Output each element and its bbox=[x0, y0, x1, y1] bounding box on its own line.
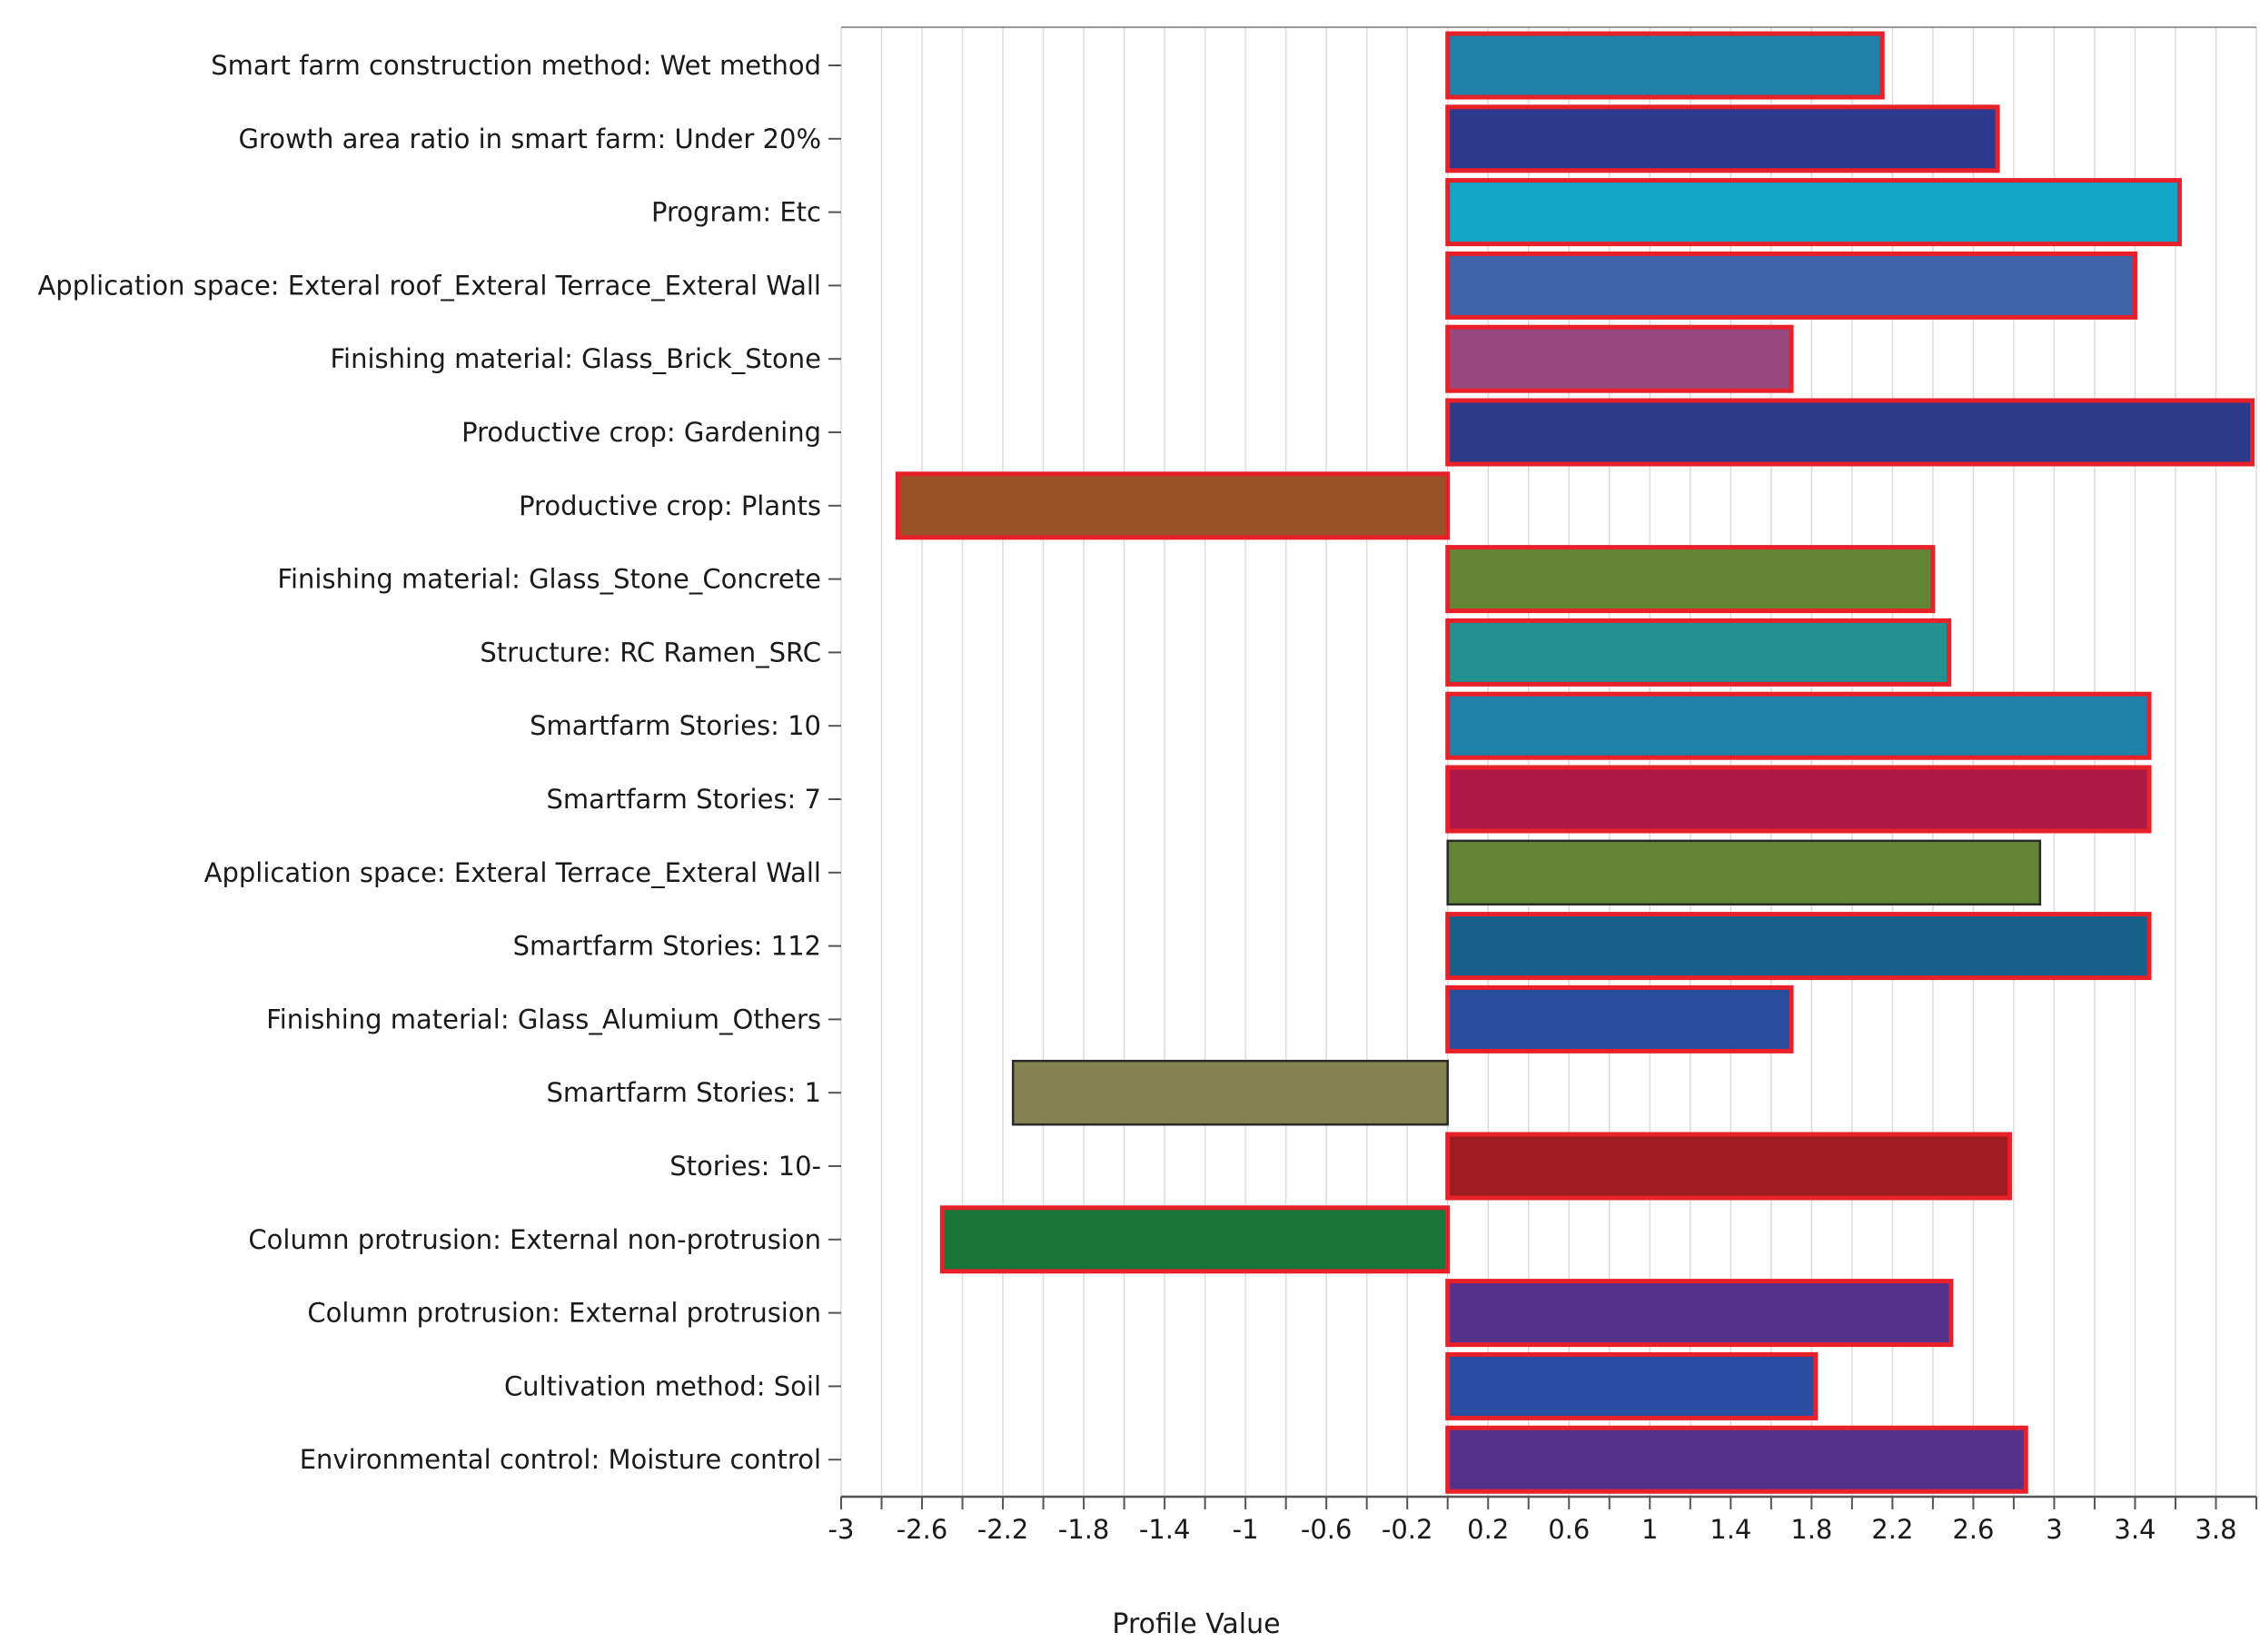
bar bbox=[1446, 839, 2042, 906]
category-label: Finishing material: Glass_Alumium_Others bbox=[266, 1004, 821, 1034]
x-tick-label: 3.8 bbox=[2195, 1514, 2236, 1545]
category-label: Smartfarm Stories: 10 bbox=[530, 710, 821, 741]
x-tick-label: 1.4 bbox=[1710, 1514, 1751, 1545]
category-label: Finishing material: Glass_Brick_Stone bbox=[330, 343, 821, 374]
bar bbox=[1011, 1059, 1449, 1126]
bar bbox=[895, 471, 1451, 540]
category-label: Smartfarm Stories: 112 bbox=[513, 931, 821, 962]
bar bbox=[1445, 1351, 1819, 1420]
x-axis-title: Profile Value bbox=[1112, 1608, 1280, 1640]
category-label: Growth area ratio in smart farm: Under 2… bbox=[238, 124, 821, 154]
bar bbox=[1445, 765, 2152, 834]
bar bbox=[939, 1205, 1451, 1274]
x-tick-label: -2.2 bbox=[977, 1514, 1029, 1545]
bar bbox=[1445, 1279, 1954, 1348]
category-label: Productive crop: Gardening bbox=[461, 417, 821, 448]
grid bbox=[840, 27, 2257, 1497]
category-label: Finishing material: Glass_Stone_Concrete bbox=[277, 564, 821, 595]
category-label: Smart farm construction method: Wet meth… bbox=[211, 50, 821, 81]
category-label: Productive crop: Plants bbox=[519, 490, 821, 521]
x-tick-label: 0.6 bbox=[1548, 1514, 1590, 1545]
bar bbox=[1445, 691, 2152, 760]
bar bbox=[1445, 984, 1794, 1054]
x-tick-label: 1 bbox=[1641, 1514, 1658, 1545]
bars bbox=[895, 31, 2255, 1494]
x-tick-label: -1 bbox=[1233, 1514, 1259, 1545]
x-tick-label: 0.2 bbox=[1467, 1514, 1509, 1545]
x-tick-label: -1.8 bbox=[1058, 1514, 1110, 1545]
bar bbox=[1445, 912, 2152, 981]
x-tick-label: -3 bbox=[828, 1514, 855, 1545]
bar bbox=[1445, 545, 1936, 614]
category-label: Smartfarm Stories: 7 bbox=[547, 784, 821, 815]
x-tick-label: -1.4 bbox=[1139, 1514, 1191, 1545]
x-tick-label: 2.6 bbox=[1952, 1514, 1994, 1545]
bar bbox=[1445, 251, 2137, 320]
x-tick-label: 3 bbox=[2046, 1514, 2062, 1545]
x-tick-label: 1.8 bbox=[1790, 1514, 1832, 1545]
category-labels: Smart farm construction method: Wet meth… bbox=[37, 50, 841, 1475]
x-axis: -3 -2.6 -2.2 -1.8 -1.4 -1 -0.6 -0.2 0.2 0.6 1 1.4 1.… bbox=[828, 1495, 2257, 1545]
bar bbox=[1445, 178, 2182, 247]
x-tick-label: 2.2 bbox=[1871, 1514, 1913, 1545]
bar bbox=[1445, 324, 1794, 393]
x-tick-label: -0.2 bbox=[1382, 1514, 1433, 1545]
category-label: Smartfarm Stories: 1 bbox=[547, 1077, 821, 1108]
category-label: Program: Etc bbox=[651, 197, 821, 228]
category-label: Application space: Exteral roof_Exteral … bbox=[37, 270, 821, 301]
x-tick-label: -2.6 bbox=[897, 1514, 948, 1545]
bar bbox=[1445, 31, 1885, 100]
category-label: Column protrusion: External protrusion bbox=[307, 1298, 821, 1329]
category-label: Application space: Exteral Terrace_Exter… bbox=[204, 857, 821, 888]
bar bbox=[1445, 618, 1952, 687]
category-label: Stories: 10- bbox=[669, 1151, 821, 1182]
category-label: Structure: RC Ramen_SRC bbox=[480, 637, 821, 668]
bar bbox=[1445, 104, 2000, 173]
bar bbox=[1445, 1132, 2012, 1201]
bar bbox=[1445, 1425, 2028, 1494]
x-tick-label: -0.6 bbox=[1301, 1514, 1353, 1545]
category-label: Cultivation method: Soil bbox=[504, 1370, 821, 1401]
bar bbox=[1445, 398, 2255, 467]
x-tick-label: 3.4 bbox=[2114, 1514, 2156, 1545]
category-label: Environmental control: Moisture control bbox=[300, 1444, 821, 1475]
category-label: Column protrusion: External non-protrusi… bbox=[248, 1224, 821, 1255]
